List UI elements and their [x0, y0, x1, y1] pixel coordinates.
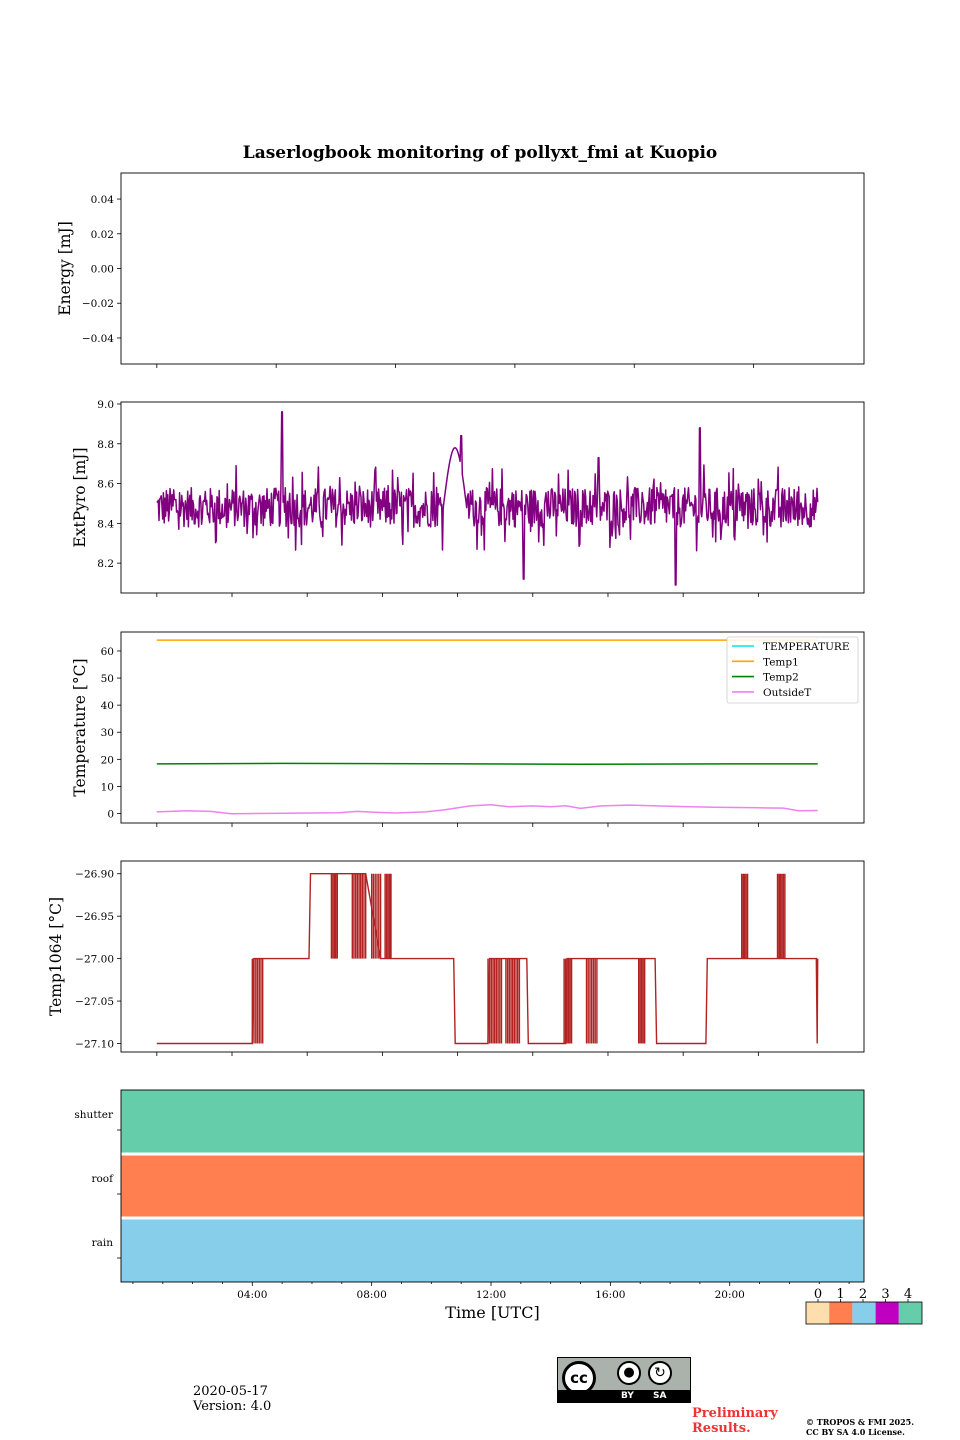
date-label: 2020-05-17 — [193, 1384, 268, 1399]
legend-label: Temp1 — [763, 656, 799, 668]
colorbar-tick-label: 1 — [836, 1287, 844, 1302]
colorbar-tick-label: 3 — [881, 1287, 889, 1302]
temp1064-switching — [330, 873, 338, 959]
preliminary-label: Preliminary Results. — [692, 1406, 778, 1436]
cc-license-badge: cc ● ↻ BY SA — [557, 1357, 691, 1403]
temp1064-frame — [120, 860, 865, 1053]
cc-sa-label: SA — [653, 1391, 667, 1401]
flags-frame — [120, 1089, 865, 1283]
colorbar-tick-label: 2 — [859, 1287, 867, 1302]
extpyro-ytick-label: 8.6 — [97, 479, 114, 491]
temp1064-ytick-label: −26.95 — [75, 911, 114, 923]
flags-xtick-label: 16:00 — [595, 1289, 625, 1301]
temperature-ytick-label: 50 — [101, 673, 114, 685]
legend-label: TEMPERATURE — [763, 641, 850, 653]
temp1064-switching — [351, 873, 367, 959]
temp1064-switching — [384, 873, 392, 959]
share-alike-icon: ↻ — [648, 1361, 672, 1385]
colorbar-frame — [805, 1301, 923, 1325]
flag-row-label: rain — [92, 1237, 114, 1249]
temp1064-ytick-label: −27.05 — [75, 996, 114, 1008]
energy-ytick-label: −0.04 — [82, 333, 114, 345]
copyright-line-2: CC BY SA 4.0 License. — [806, 1427, 905, 1437]
extpyro-ytick-label: 8.8 — [97, 439, 114, 451]
temperature-frame — [120, 631, 865, 824]
cc-by-label: BY — [621, 1391, 634, 1401]
series-temp2 — [156, 762, 818, 765]
flags-panel: shutter roof rain 04:00 08:00 12:00 16:00 20:00… — [74, 1089, 865, 1322]
temp1064-ytick-label: −27.00 — [75, 954, 114, 966]
flags-xtick-label: 12:00 — [476, 1289, 506, 1301]
flag-row-rain — [121, 1218, 864, 1282]
temp1064-switching — [563, 958, 573, 1044]
temperature-ytick-label: 60 — [101, 646, 114, 658]
colorbar-swatch — [852, 1302, 876, 1324]
colorbar-swatch — [898, 1302, 922, 1324]
flag-row-shutter — [121, 1090, 864, 1154]
temp1064-switching — [585, 958, 598, 1044]
temperature-ytick-label: 10 — [101, 781, 114, 793]
temperature-ylabel: Temperature [°C] — [71, 658, 89, 796]
copyright-line-1: © TROPOS & FMI 2025. — [806, 1417, 915, 1427]
temperature-legend — [726, 636, 859, 704]
energy-ylabel: Energy [mJ] — [56, 221, 74, 316]
temp1064-ytick-label: −27.10 — [75, 1039, 114, 1051]
energy-ytick-label: 0.04 — [91, 194, 115, 206]
temperature-ytick-label: 40 — [101, 700, 114, 712]
energy-ytick-label: −0.02 — [82, 298, 114, 310]
temp1064-switching — [371, 873, 382, 959]
colorbar-swatch — [829, 1302, 853, 1324]
colorbar-tick-label: 4 — [904, 1287, 912, 1302]
flag-row-label: shutter — [74, 1109, 114, 1121]
temp1064-switching — [505, 958, 521, 1044]
temperature-panel: 0 10 20 30 40 50 60 Temperature [°C] TEMPERATURE… — [71, 631, 865, 827]
flag-row-label: roof — [91, 1173, 114, 1185]
flags-xlabel: Time [UTC] — [445, 1303, 539, 1322]
person-icon: ● — [617, 1361, 641, 1385]
chart-title: Laserlogbook monitoring of pollyxt_fmi a… — [243, 143, 718, 163]
extpyro-ylabel: ExtPyro [mJ] — [71, 447, 89, 547]
extpyro-frame — [120, 401, 865, 594]
temp1064-panel: −27.10 −27.05 −27.00 −26.95 −26.90 Temp1064 [… — [47, 860, 865, 1056]
temp1064-switching — [741, 873, 749, 959]
temperature-ytick-label: 20 — [101, 754, 114, 766]
extpyro-ytick-label: 8.4 — [97, 518, 114, 530]
legend-label: OutsideT — [763, 687, 811, 699]
flag-row-roof — [121, 1154, 864, 1218]
colorbar-swatch — [875, 1302, 899, 1324]
energy-ytick-label: 0.00 — [91, 264, 114, 276]
temp1064-ytick-label: −26.90 — [75, 869, 114, 881]
extpyro-panel: 8.2 8.4 8.6 8.8 9.0 ExtPyro [mJ] — [71, 399, 865, 597]
temp1064-ylabel: Temp1064 [°C] — [47, 897, 65, 1016]
temp1064-switching — [487, 958, 503, 1044]
extpyro-ytick-label: 8.2 — [97, 558, 114, 570]
cc-badge-strip — [558, 1390, 690, 1402]
series-outsidet — [156, 804, 818, 815]
temp1064-switching — [776, 873, 786, 959]
colorbar-swatch — [806, 1302, 830, 1324]
energy-frame — [120, 172, 865, 365]
temp1064-switching — [638, 958, 646, 1044]
temperature-ytick-label: 0 — [107, 809, 114, 821]
extpyro-line — [156, 411, 819, 586]
flags-xtick-label: 08:00 — [357, 1289, 387, 1301]
flags-xtick-label: 04:00 — [237, 1289, 267, 1301]
energy-ytick-label: 0.02 — [91, 229, 114, 241]
temp1064-switching — [251, 958, 264, 1044]
temperature-ytick-label: 30 — [101, 727, 114, 739]
flags-xtick-label: 20:00 — [715, 1289, 745, 1301]
colorbar-tick-label: 0 — [814, 1287, 822, 1302]
extpyro-ytick-label: 9.0 — [97, 399, 114, 411]
version-label: Version: 4.0 — [193, 1399, 272, 1414]
energy-panel: −0.04 −0.02 0.00 0.02 0.04 Energy [mJ] — [56, 172, 865, 368]
legend-label: Temp2 — [763, 672, 799, 684]
